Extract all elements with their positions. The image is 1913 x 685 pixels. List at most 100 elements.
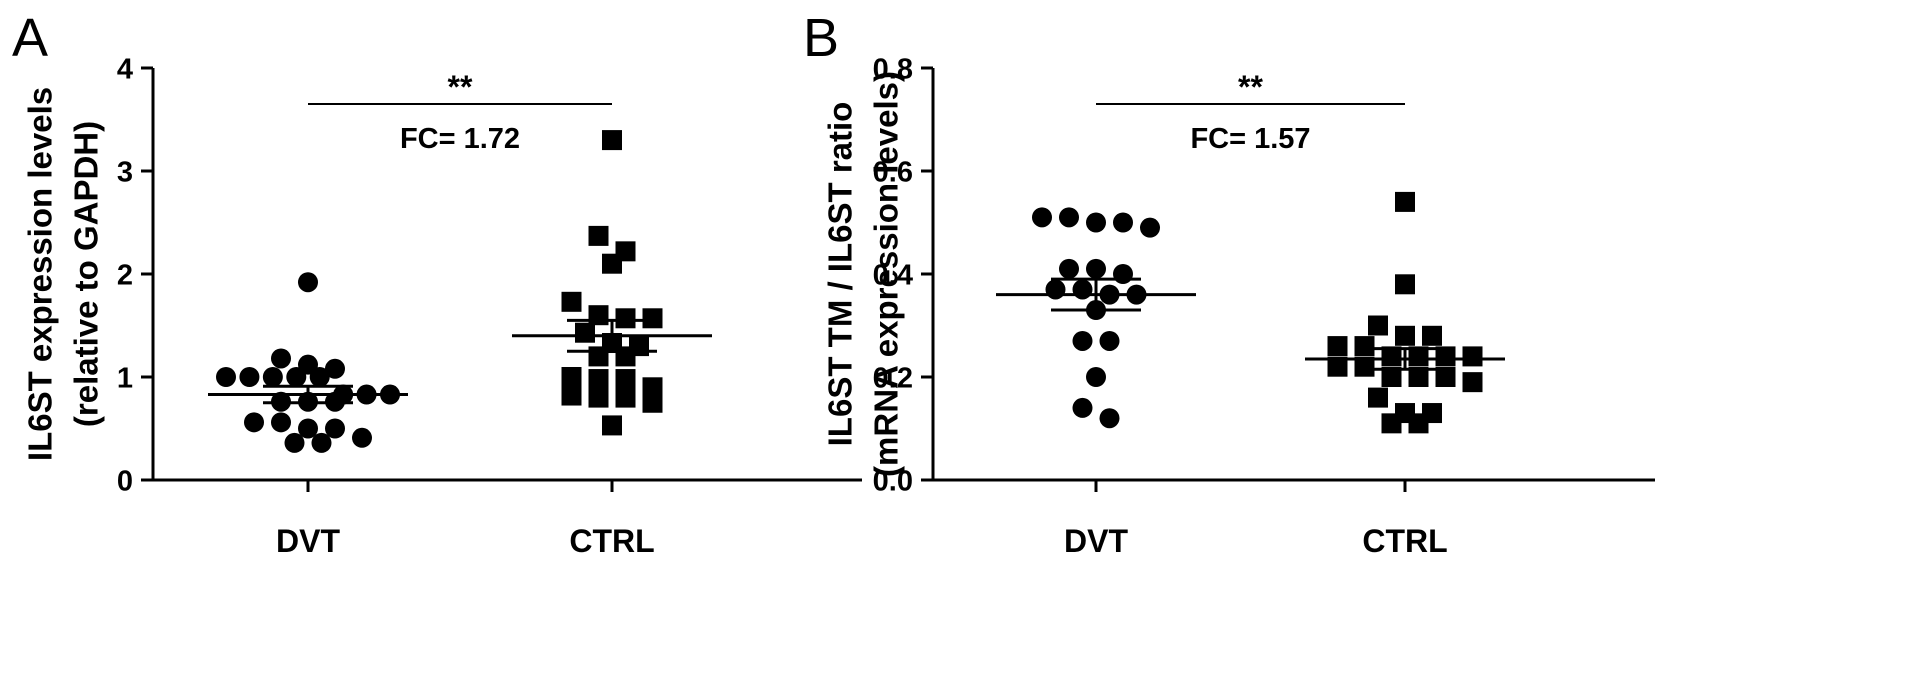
y-axis-title: IL6ST TM / IL6ST ratio <box>822 102 859 447</box>
data-point <box>588 225 609 246</box>
series-dvt <box>208 272 408 453</box>
data-point <box>298 418 318 439</box>
data-point <box>561 385 582 406</box>
data-point <box>1462 372 1483 393</box>
data-point <box>602 253 622 274</box>
data-point <box>1354 336 1375 357</box>
y-tick-label: 0 <box>117 465 133 497</box>
panel-a: A IL6ST expression levels (relative to GAP… <box>12 8 862 559</box>
y-axis-title: IL6ST expression levels <box>22 87 59 461</box>
data-point <box>1408 367 1429 387</box>
data-point <box>1435 346 1456 367</box>
data-point <box>615 308 636 329</box>
category-label: DVT <box>276 523 340 559</box>
data-point <box>1381 367 1402 387</box>
data-point <box>602 415 622 436</box>
data-point <box>1327 336 1348 357</box>
category-label: CTRL <box>569 523 654 559</box>
data-point <box>1395 274 1415 295</box>
data-point <box>325 418 345 439</box>
data-point <box>561 367 582 387</box>
data-point <box>311 432 332 453</box>
y-tick-label: 0.0 <box>873 465 913 497</box>
data-point <box>1422 325 1442 346</box>
y-tick-label: 1 <box>117 362 133 394</box>
panel-letter: B <box>803 8 839 68</box>
data-point <box>1059 207 1079 228</box>
data-point <box>1354 356 1375 377</box>
significance-label: ** <box>448 69 473 105</box>
data-point <box>642 377 663 398</box>
data-point <box>244 412 264 433</box>
series-dvt <box>996 207 1196 429</box>
data-point <box>1072 279 1093 300</box>
y-tick-label: 0.4 <box>873 259 913 291</box>
data-point <box>352 427 372 448</box>
data-point <box>615 346 636 367</box>
data-point <box>561 291 582 312</box>
y-axis-subtitle: (mRNA expression levels) <box>868 71 905 477</box>
data-point <box>1072 330 1093 351</box>
data-point <box>1368 387 1388 408</box>
data-point <box>1099 330 1120 351</box>
data-point <box>1140 217 1160 238</box>
category-label: CTRL <box>1362 523 1447 559</box>
y-axis-subtitle: (relative to GAPDH) <box>68 121 105 427</box>
data-point <box>642 308 663 329</box>
data-point <box>1059 258 1079 279</box>
data-point <box>615 387 636 408</box>
y-tick-label: 2 <box>117 259 133 291</box>
data-point <box>615 369 636 390</box>
data-point <box>575 322 595 343</box>
data-point <box>1408 346 1429 367</box>
y-tick-label: 4 <box>117 53 133 85</box>
significance-label: ** <box>1238 69 1263 105</box>
panel-letter: A <box>12 8 48 68</box>
data-point <box>1462 346 1483 367</box>
data-point <box>1086 212 1106 233</box>
data-point <box>1045 279 1066 300</box>
data-point <box>1395 325 1415 346</box>
data-point <box>602 130 622 151</box>
data-point <box>1032 207 1052 228</box>
y-tick-label: 0.6 <box>873 156 913 188</box>
data-point <box>1435 367 1456 387</box>
data-point <box>216 367 236 387</box>
data-point <box>1099 408 1120 429</box>
data-point <box>284 432 305 453</box>
data-point <box>588 305 609 326</box>
data-point <box>1086 258 1106 279</box>
data-point <box>262 367 283 387</box>
category-label: DVT <box>1064 523 1128 559</box>
data-point <box>286 367 307 387</box>
data-point <box>1086 367 1106 387</box>
data-point <box>1327 356 1348 377</box>
data-point <box>588 346 609 367</box>
data-point <box>588 387 609 408</box>
data-point <box>271 412 291 433</box>
series-ctrl <box>512 130 712 436</box>
y-tick-label: 3 <box>117 156 133 188</box>
data-point <box>298 272 318 293</box>
data-point <box>1408 413 1429 434</box>
data-point <box>588 369 609 390</box>
panel-b: B IL6ST TM / IL6ST ratio (mRNA expression … <box>803 8 1655 559</box>
series-ctrl <box>1305 191 1505 434</box>
data-point <box>271 348 291 369</box>
data-point <box>1381 413 1402 434</box>
data-point <box>1395 191 1415 212</box>
data-point <box>1381 346 1402 367</box>
data-point <box>1072 397 1093 418</box>
y-tick-label: 0.2 <box>873 362 913 394</box>
data-point <box>325 358 345 379</box>
data-point <box>1113 212 1133 233</box>
data-point <box>642 392 663 413</box>
data-point <box>1368 315 1388 336</box>
data-point <box>1113 264 1133 284</box>
fold-change-label: FC= 1.57 <box>1190 123 1310 155</box>
data-point <box>309 367 330 387</box>
fold-change-label: FC= 1.72 <box>400 123 520 155</box>
y-tick-label: 0.8 <box>873 53 913 85</box>
data-point <box>239 367 260 387</box>
